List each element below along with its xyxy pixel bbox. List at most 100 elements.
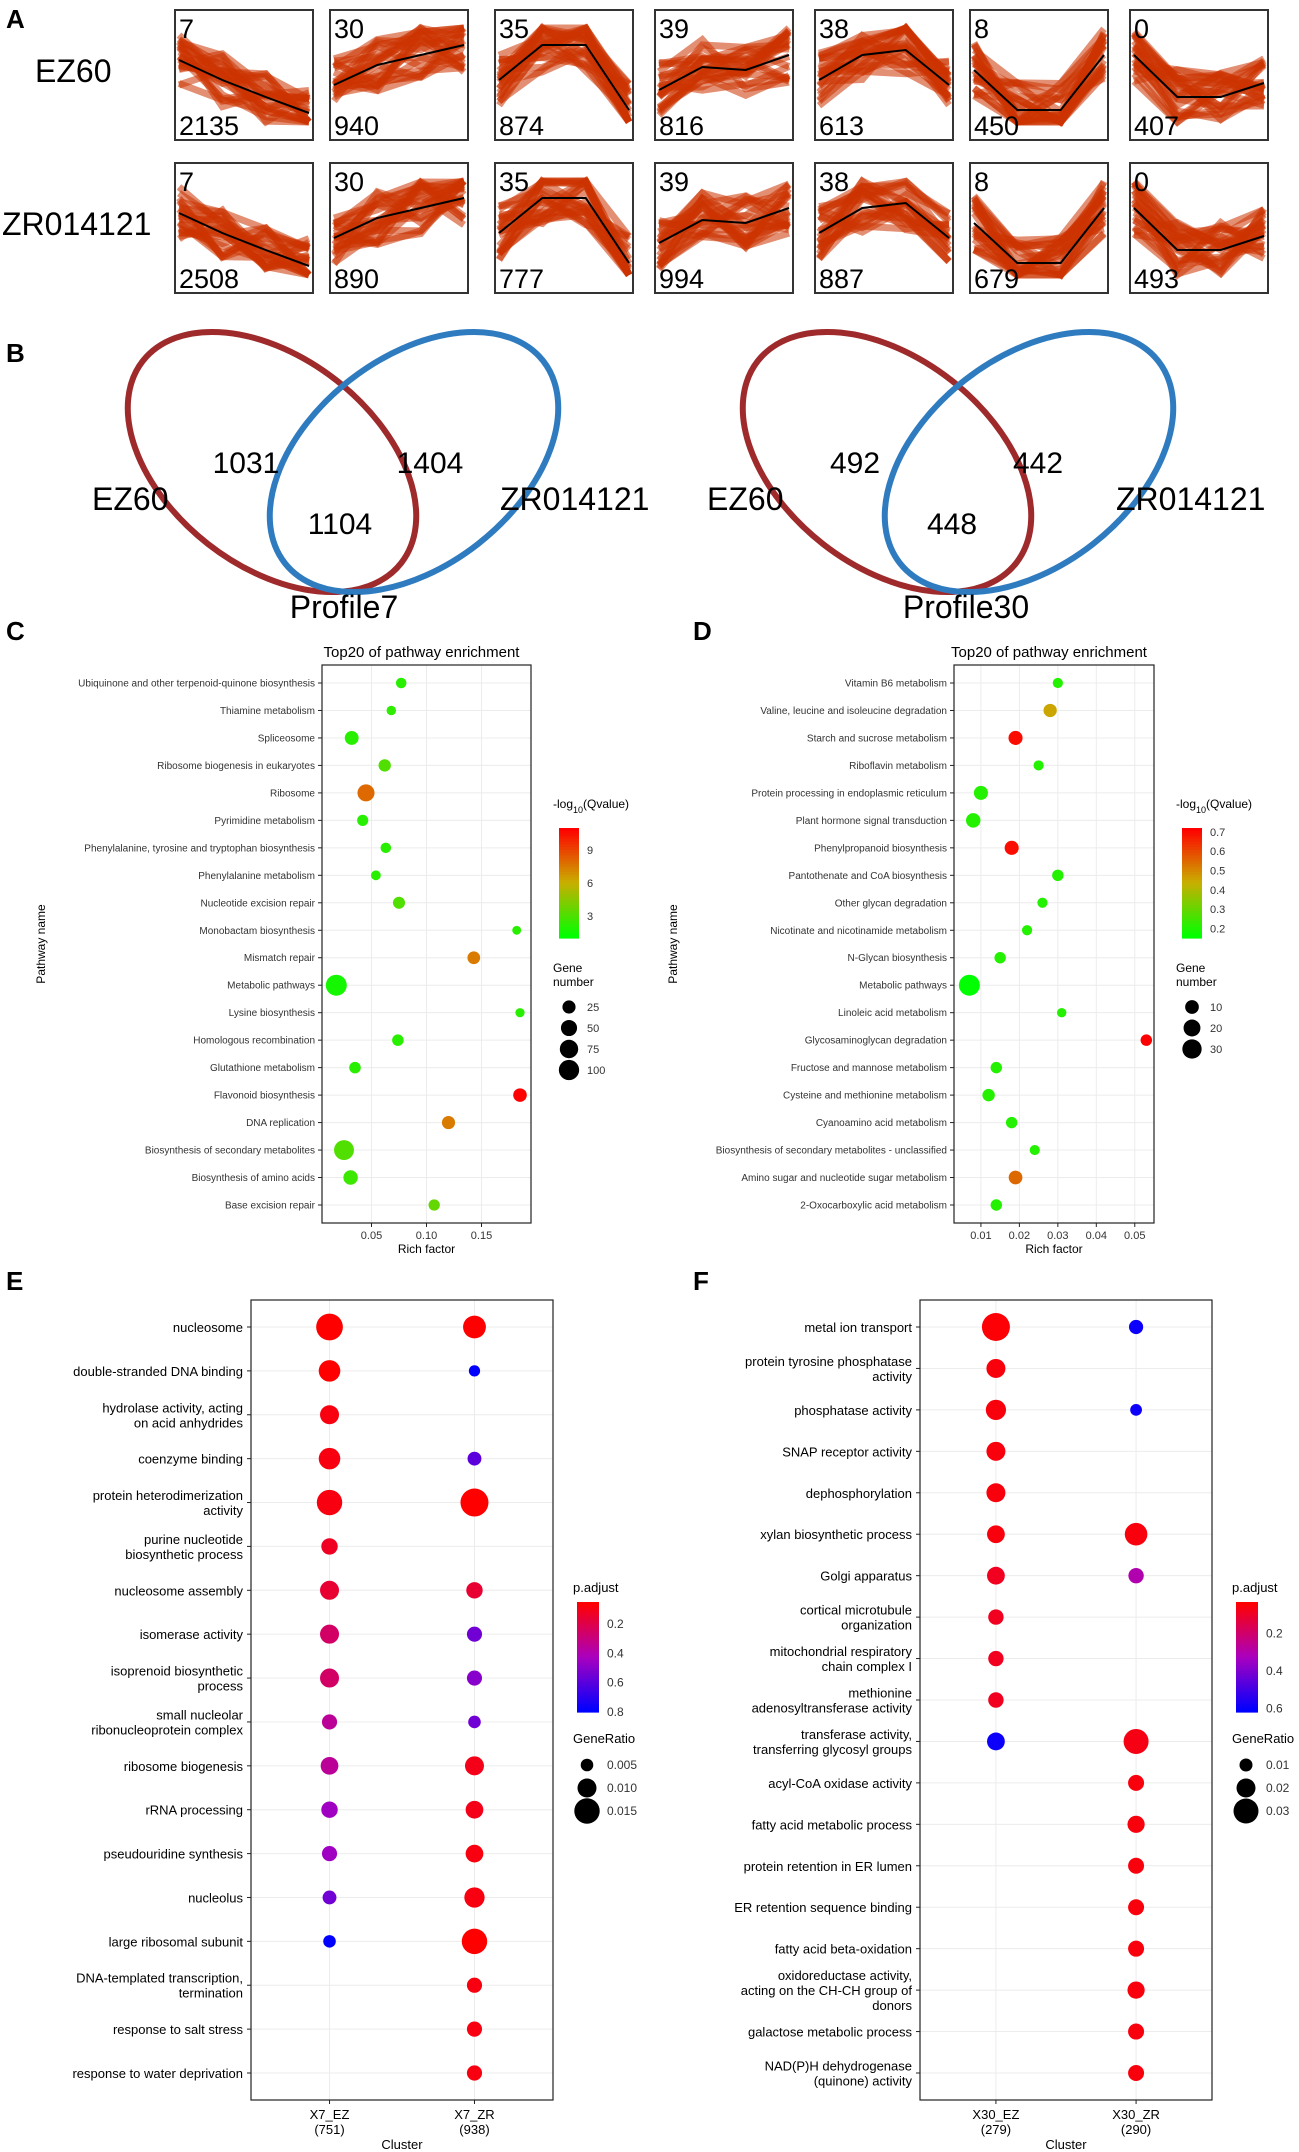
colorbar-segment <box>1182 850 1202 854</box>
data-point <box>1128 1940 1145 1957</box>
colorbar-tick-label: 0.6 <box>1210 846 1225 858</box>
profile-cell: 8 450 <box>969 9 1109 141</box>
cluster-count: (279) <box>981 2122 1011 2137</box>
colorbar-segment <box>577 1602 599 1606</box>
go-term-label: ribonucleoprotein complex <box>91 1722 243 1737</box>
go-term-label: Golgi apparatus <box>820 1569 912 1584</box>
trend-line <box>656 40 790 99</box>
colorbar-segment <box>1182 866 1202 870</box>
go-term-label: xylan biosynthetic process <box>760 1527 912 1542</box>
colorbar-segment <box>1182 905 1202 909</box>
row-label-ez60: EZ60 <box>35 53 111 89</box>
data-point <box>466 2065 483 2081</box>
go-term-label: activity <box>203 1503 243 1518</box>
data-point <box>466 1582 483 1599</box>
colorbar-segment <box>559 844 579 848</box>
panel-label-f: F <box>693 1266 709 1296</box>
size-legend-title: number <box>1176 975 1217 989</box>
profile-count: 2135 <box>179 111 239 141</box>
chart-title: Top20 of pathway enrichment <box>324 644 521 661</box>
colorbar-segment <box>1182 907 1202 912</box>
colorbar-segment <box>577 1684 599 1688</box>
colorbar-segment <box>1236 1676 1258 1680</box>
colorbar-segment <box>1182 902 1202 906</box>
go-term-label: galactose metabolic process <box>748 2025 913 2040</box>
go-term-label: adenosyltransferase activity <box>752 1701 913 1716</box>
colorbar-segment <box>1182 872 1202 876</box>
colorbar-segment <box>577 1654 599 1658</box>
data-point <box>1052 677 1063 689</box>
colorbar-segment <box>1236 1698 1258 1702</box>
go-term-label: rRNA processing <box>145 1803 243 1818</box>
colorbar-segment <box>1182 899 1202 903</box>
data-point <box>468 1365 481 1377</box>
colorbar-segment <box>559 839 579 843</box>
colorbar-segment <box>1182 828 1202 832</box>
data-point <box>986 1483 1006 1503</box>
trend-line <box>498 46 633 124</box>
profile-cell: 38 887 <box>814 162 954 294</box>
profile-frame <box>1129 9 1269 141</box>
venn-profile30: 492 442 448 EZ60 ZR014121 Profile30 <box>707 328 1265 625</box>
colorbar-segment <box>559 841 579 846</box>
trend-line <box>333 37 467 95</box>
venn-ez60-ring <box>739 328 1035 596</box>
colorbar-tick-label: 0.4 <box>607 1646 624 1660</box>
trend-line <box>1131 206 1266 272</box>
colorbar-segment <box>577 1687 599 1691</box>
size-legend-dot <box>580 1758 594 1772</box>
size-legend-dot <box>558 1059 580 1081</box>
colorbar-segment <box>1182 913 1202 917</box>
trend-line <box>177 41 311 126</box>
colorbar-segment <box>1236 1624 1258 1628</box>
colorbar-segment <box>559 885 579 890</box>
colorbar-segment <box>1236 1668 1258 1672</box>
go-term-label: transferase activity, <box>801 1727 912 1742</box>
colorbar-segment <box>1236 1692 1258 1697</box>
colorbar-segment <box>559 905 579 909</box>
colorbar-segment <box>1182 836 1202 840</box>
colorbar-segment <box>577 1657 599 1661</box>
colorbar-segment <box>1236 1648 1258 1653</box>
profile-frame <box>494 162 634 294</box>
size-legend-dot <box>1183 1019 1201 1037</box>
size-legend-dot <box>1236 1778 1256 1798</box>
trend-line <box>331 177 466 259</box>
cluster-label: X30_ZR <box>1112 2107 1160 2122</box>
colorbar-segment <box>1182 844 1202 848</box>
trend-line <box>1133 60 1265 94</box>
data-point <box>1127 1981 1145 1999</box>
colorbar-segment <box>559 858 579 862</box>
data-point <box>323 1935 336 1948</box>
x-axis-label: Cluster <box>1045 2137 1087 2152</box>
colorbar-segment <box>1182 852 1202 857</box>
data-point <box>322 1890 337 1905</box>
colorbar-segment <box>1182 847 1202 851</box>
colorbar-segment <box>577 1637 599 1642</box>
colorbar-segment <box>559 899 579 903</box>
colorbar-tick-label: 0.4 <box>1210 885 1225 897</box>
profile-frame <box>494 9 634 141</box>
colorbar-segment <box>577 1701 599 1705</box>
colorbar-segment <box>559 850 579 854</box>
go-term-label: fatty acid metabolic process <box>752 1817 913 1832</box>
pathway-label: Cysteine and methionine metabolism <box>783 1091 947 1102</box>
venn-left-only: 492 <box>830 447 880 480</box>
mean-trend-line <box>818 48 950 86</box>
plot-frame <box>250 1299 554 2101</box>
data-point <box>1130 1403 1142 1416</box>
colorbar-segment <box>577 1651 599 1655</box>
data-point <box>320 1668 340 1688</box>
colorbar-segment <box>1236 1607 1258 1611</box>
size-legend-dot <box>560 1019 578 1037</box>
data-point <box>988 1609 1004 1625</box>
pathway-label: Ribosome <box>270 788 315 799</box>
data-point <box>392 1034 404 1046</box>
trend-line <box>1131 31 1265 109</box>
data-point <box>320 1624 340 1644</box>
data-point <box>1140 1034 1153 1046</box>
plot-frame <box>953 664 1155 1224</box>
go-term-label: fatty acid beta-oxidation <box>775 1942 912 1957</box>
profile-count: 816 <box>659 111 704 141</box>
colorbar-segment <box>1182 916 1202 920</box>
